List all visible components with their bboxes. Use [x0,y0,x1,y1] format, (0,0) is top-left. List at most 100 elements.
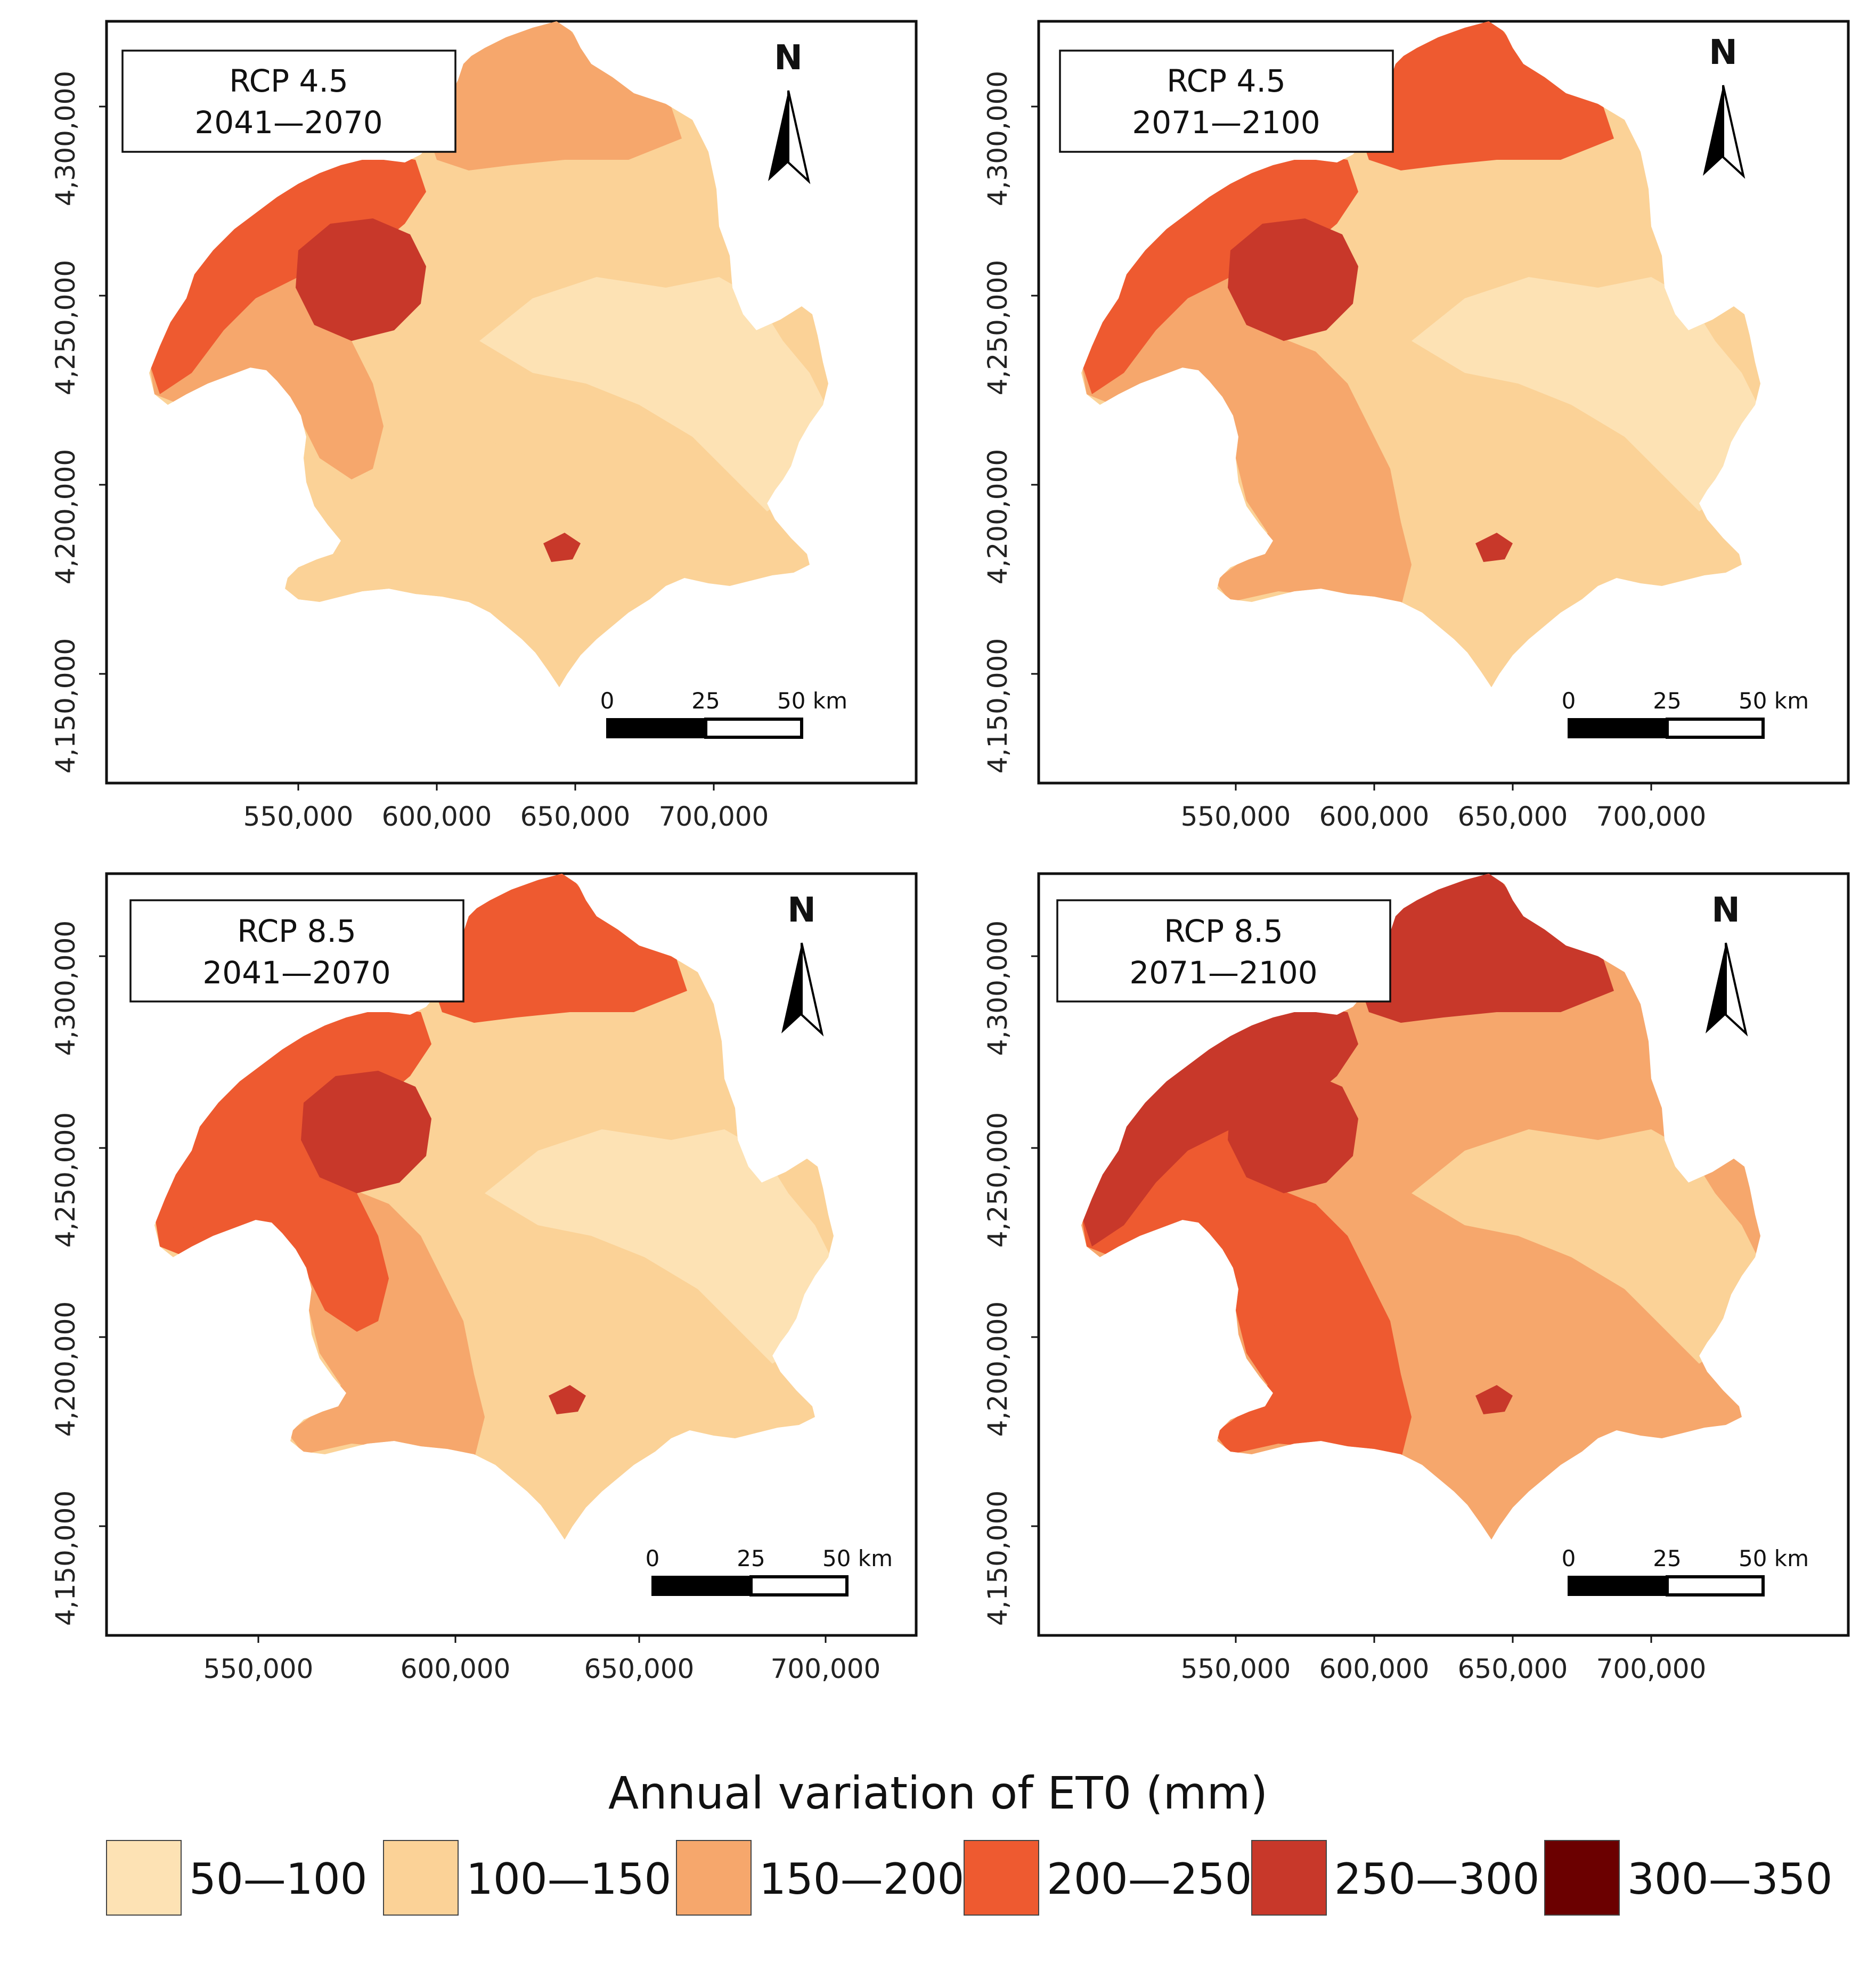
map-panel-rcp85-2071: RCP 8.5 2071—2100 N 0 25 50 km 550,000 600,… [982,872,1850,1684]
title-box: RCP 8.5 2041—2070 [129,899,464,1003]
region-south-tail [1390,437,1529,687]
scale-bar-label: 0 [646,1545,660,1571]
x-tick-label: 650,000 [1458,1654,1568,1684]
north-arrow-icon: N [1706,891,1748,1037]
scale-bar-label: 50 km [777,688,847,714]
scenario-label: RCP 4.5 [229,63,348,99]
region-east-coast [479,277,828,511]
region-map [154,874,834,1540]
title-box: RCP 4.5 2071—2100 [1059,50,1394,153]
region-west-hills [154,1007,431,1247]
y-axis: 4,300,000 4,250,000 4,200,000 4,150,000 [50,71,107,773]
region-south-tail [1390,1289,1529,1540]
north-arrow-right-half [801,942,824,1037]
region-north-lobe [1358,874,1614,1023]
north-letter: N [1709,33,1738,72]
x-tick-label: 700,000 [771,1654,881,1684]
region-east-coast [1412,277,1760,511]
y-tick-label: 4,150,000 [50,1490,81,1626]
period-label: 2041—2070 [194,104,382,141]
y-axis: 4,300,000 4,250,000 4,200,000 4,150,000 [982,921,1039,1626]
x-tick-label: 650,000 [520,801,631,832]
region-west-hills [1081,1007,1358,1247]
period-label: 2071—2100 [1132,104,1320,141]
scale-bar-label: 25 [737,1545,765,1571]
legend-label: 300—350 [1627,1854,1832,1904]
x-tick-label: 600,000 [401,1654,511,1684]
legend-swatch [106,1840,182,1916]
legend-swatch [383,1840,459,1916]
y-tick-label: 4,200,000 [50,449,81,584]
scenario-label: RCP 8.5 [237,913,356,949]
scale-bar-label: 0 [1562,688,1576,714]
x-tick-label: 650,000 [1458,801,1568,832]
scale-bar-segment-black [651,1576,752,1596]
region-south-spot [549,1385,586,1414]
y-tick-label: 4,250,000 [982,260,1013,395]
scale-bar: 0 25 50 km [1562,688,1809,739]
scenario-label: RCP 8.5 [1164,913,1283,949]
map-panel-rcp45-2041: RCP 4.5 2041—2070 N 0 25 50 km 550,000 600,… [50,20,918,832]
scale-bar: 0 25 50 km [600,688,847,739]
scale-bar-segment-black [606,718,707,738]
north-letter: N [1711,891,1740,930]
region-south-spot [543,533,581,562]
region-center-peak [1228,1071,1358,1193]
region-south-spot [1475,1385,1513,1414]
north-arrow-left-half [781,943,802,1033]
x-tick-label: 550,000 [1181,801,1291,832]
y-tick-label: 4,250,000 [50,260,81,395]
legend-label: 150—200 [759,1854,964,1904]
region-east-coast [485,1129,834,1364]
y-tick-label: 4,300,000 [50,71,81,206]
scale-bar-segment-white [749,1575,849,1597]
scale-bar-label: 25 [1653,688,1681,714]
scale-bar-label: 0 [600,688,615,714]
scale-bar-segment-white [1666,718,1765,739]
north-arrow-icon: N [768,38,811,184]
region-south-spot [1475,533,1513,562]
y-tick-label: 4,200,000 [982,1301,1013,1437]
y-tick-label: 4,300,000 [982,71,1013,206]
region-south-tail [463,1289,602,1540]
north-arrow-left-half [1703,85,1723,176]
scale-bar: 0 25 50 km [646,1545,893,1597]
scale-bar-label: 50 km [1739,688,1809,714]
y-tick-label: 4,150,000 [982,638,1013,773]
scenario-label: RCP 4.5 [1167,63,1286,99]
x-axis: 550,000 600,000 650,000 700,000 [1181,783,1707,832]
scale-bar-label: 50 km [822,1545,893,1571]
y-tick-label: 4,300,000 [50,921,81,1056]
map-panel-rcp85-2041: RCP 8.5 2041—2070 N 0 25 50 km 550,000 600,… [50,872,918,1684]
x-tick-label: 550,000 [1181,1654,1291,1684]
scale-bar-label: 25 [691,688,720,714]
y-axis: 4,300,000 4,250,000 4,200,000 4,150,000 [982,71,1039,773]
region-north-lobe [431,874,687,1023]
x-tick-label: 650,000 [584,1654,695,1684]
region-map [1081,21,1760,687]
y-tick-label: 4,150,000 [50,638,81,773]
x-tick-label: 700,000 [659,801,769,832]
legend-label: 250—300 [1334,1854,1539,1904]
region-south-tail [458,437,597,687]
region-map [1081,874,1760,1540]
period-label: 2041—2070 [202,955,390,991]
x-tick-label: 550,000 [243,801,354,832]
y-tick-label: 4,250,000 [982,1112,1013,1248]
x-tick-label: 600,000 [1319,801,1430,832]
region-north-lobe [1358,21,1614,170]
legend-label: 100—150 [466,1854,671,1904]
x-axis: 550,000 600,000 650,000 700,000 [243,783,769,832]
legend: 50—100 100—150 150—200 200—250 250—300 300—35… [106,1840,1832,1916]
y-tick-label: 4,250,000 [50,1112,81,1248]
north-arrow-right-half [1725,942,1748,1037]
legend-swatch [1251,1840,1327,1916]
north-arrow-icon: N [1703,33,1746,179]
region-center-peak [296,218,426,341]
scale-bar-segment-white [1666,1575,1765,1597]
x-tick-label: 700,000 [1596,801,1707,832]
y-tick-label: 4,150,000 [982,1490,1013,1626]
scale-bar-segment-white [704,718,803,739]
y-tick-label: 4,200,000 [982,449,1013,584]
north-arrow-left-half [768,91,788,181]
